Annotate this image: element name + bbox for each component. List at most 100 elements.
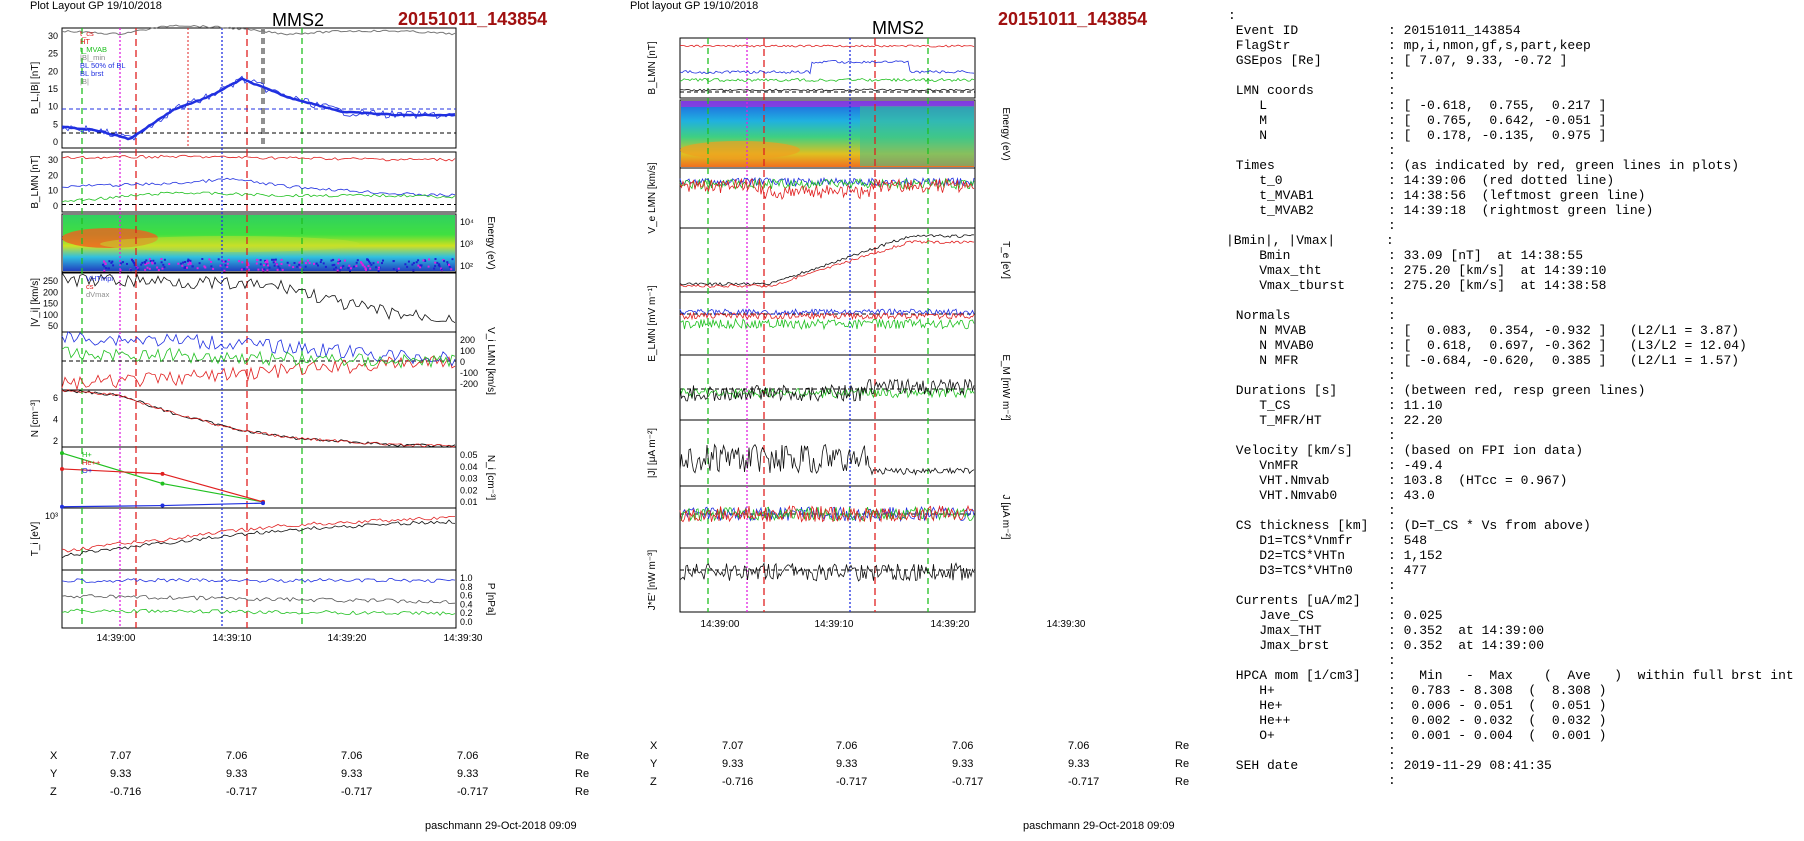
spectrogram-pixel	[320, 259, 323, 261]
spectrogram-pixel	[121, 261, 124, 264]
panel-frame	[61, 272, 457, 333]
info-key: N MVAB0	[1228, 338, 1314, 353]
info-row: Currents [uA/m2]:	[1228, 593, 1800, 608]
info-row: :	[1228, 653, 1800, 668]
spectrogram-pixel	[412, 269, 415, 272]
info-key: VnMFR	[1228, 458, 1299, 473]
spectrogram-pixel	[212, 267, 215, 270]
pos-cell: 9.33	[952, 758, 974, 770]
spectrogram-pixel	[298, 261, 301, 264]
y-tick-label: 100	[43, 310, 58, 320]
series-V_M	[61, 331, 456, 367]
info-value: :	[1388, 428, 1396, 443]
y-axis-label: J*E' [nW m⁻³]	[647, 550, 658, 611]
panel-frame	[61, 507, 457, 571]
info-row: N MVAB: [ 0.083, 0.354, -0.932 ] (L2/L1 …	[1228, 323, 1800, 338]
info-value: : [ 0.618, 0.697, -0.362 ] (L3/L2 = 12.0…	[1388, 338, 1747, 353]
spectrogram-pixel	[363, 265, 366, 268]
info-row: LMN coords:	[1228, 83, 1800, 98]
spectrogram-pixel	[415, 261, 418, 264]
info-value: :	[1388, 368, 1396, 383]
spectrogram-pixel	[417, 259, 420, 262]
info-key: FlagStr	[1228, 38, 1291, 53]
y-axis-label: E_M [mW m⁻²]	[1000, 354, 1011, 421]
info-value: :	[1386, 233, 1394, 248]
mid-sc-title: MMS2	[872, 18, 925, 38]
spectrogram-pixel	[241, 261, 244, 264]
info-row: Normals:	[1228, 308, 1800, 323]
spectrogram-pixel	[315, 262, 318, 265]
info-key: He+	[1228, 698, 1283, 713]
spectrogram-pixel	[332, 258, 335, 261]
y-axis-label: V_e LMN [km/s]	[647, 162, 658, 233]
y-tick-label: 150	[43, 299, 58, 309]
left-sc-title: MMS2	[272, 10, 325, 30]
info-row: N MFR: [ -0.684, -0.620, 0.385 ] (L2/L1 …	[1228, 353, 1800, 368]
spectrogram-pixel	[424, 260, 427, 262]
spectrogram-pixel	[151, 261, 154, 264]
spectrogram-pixel	[375, 266, 377, 269]
spectrogram-pixel	[186, 260, 189, 262]
spectrogram-pixel	[203, 265, 206, 268]
spectrogram-pixel	[308, 262, 311, 265]
series-P_i	[61, 594, 456, 605]
info-value: :	[1388, 503, 1396, 518]
spectrogram-pixel	[273, 264, 276, 267]
spectrogram-pixel	[210, 260, 213, 263]
spectrogram-pixel	[227, 258, 230, 261]
panel-frame	[679, 227, 976, 293]
spectrogram-pixel	[104, 263, 107, 265]
info-value: : 0.006 - 0.051 ( 0.051 )	[1388, 698, 1607, 713]
pos-cell: 7.06	[226, 750, 248, 762]
x-tick-label: 14:39:30	[444, 633, 483, 644]
pos-row-label: Y	[50, 768, 58, 780]
info-key: CS thickness [km]	[1228, 518, 1369, 533]
x-tick-label: 14:39:10	[815, 619, 854, 630]
spectrogram-pixel	[108, 260, 111, 263]
spectrogram-pixel	[286, 261, 289, 264]
spectrogram-pixel	[317, 264, 319, 267]
series-T_perp	[61, 519, 456, 559]
spectrogram-pixel	[189, 259, 192, 262]
y-axis-label: P [nPa]	[485, 583, 496, 616]
spectrogram-pixel	[256, 258, 259, 261]
spectrogram-pixel	[141, 261, 144, 264]
pos-cell: -0.717	[1068, 776, 1100, 788]
info-key: N MFR	[1228, 353, 1299, 368]
y-axis-label: N [cm⁻³]	[30, 400, 41, 438]
info-key	[1228, 503, 1388, 518]
info-value: : Min - Max ( Ave ) within full brst int	[1388, 668, 1794, 683]
info-key	[1228, 68, 1388, 83]
spectrogram-pixel	[145, 259, 148, 262]
pos-cell: 7.07	[722, 740, 744, 752]
y-axis-label: T_i [eV]	[30, 522, 41, 557]
y-tick-label: 0.02	[460, 485, 478, 495]
spectrogram-pixel	[107, 267, 110, 270]
info-key: Vmax_tht	[1228, 263, 1322, 278]
spectrogram-pixel	[112, 264, 115, 267]
info-key: M	[1228, 113, 1268, 128]
pos-cell: 9.33	[722, 758, 744, 770]
spectrogram-pixel	[280, 263, 283, 265]
info-key: L	[1228, 98, 1268, 113]
info-value: : 0.025	[1388, 608, 1443, 623]
info-row: :	[1228, 218, 1800, 233]
spectrogram-pixel	[110, 261, 113, 264]
info-value: : 14:39:06 (red dotted line)	[1388, 173, 1615, 188]
info-value: : 103.8 (HTcc = 0.967)	[1388, 473, 1568, 488]
spectrogram-pixel	[277, 265, 280, 268]
series-JdotE	[679, 561, 975, 582]
pos-cell: -0.717	[341, 786, 373, 798]
spectrogram-pixel	[438, 263, 441, 266]
y-axis-label: B_L,|B| [nT]	[30, 62, 41, 115]
y-tick-label: 0	[53, 201, 58, 211]
info-key	[1228, 143, 1388, 158]
spectrogram-pixel	[422, 259, 425, 262]
y-tick-label: 0.4	[460, 599, 473, 609]
spectrogram-pixel	[337, 258, 340, 261]
data-point	[160, 481, 165, 486]
spectrogram-pixel	[267, 264, 269, 267]
spectrogram-pixel	[246, 266, 249, 269]
series-Te-perp	[679, 240, 975, 288]
info-key: Jmax_brst	[1228, 638, 1330, 653]
